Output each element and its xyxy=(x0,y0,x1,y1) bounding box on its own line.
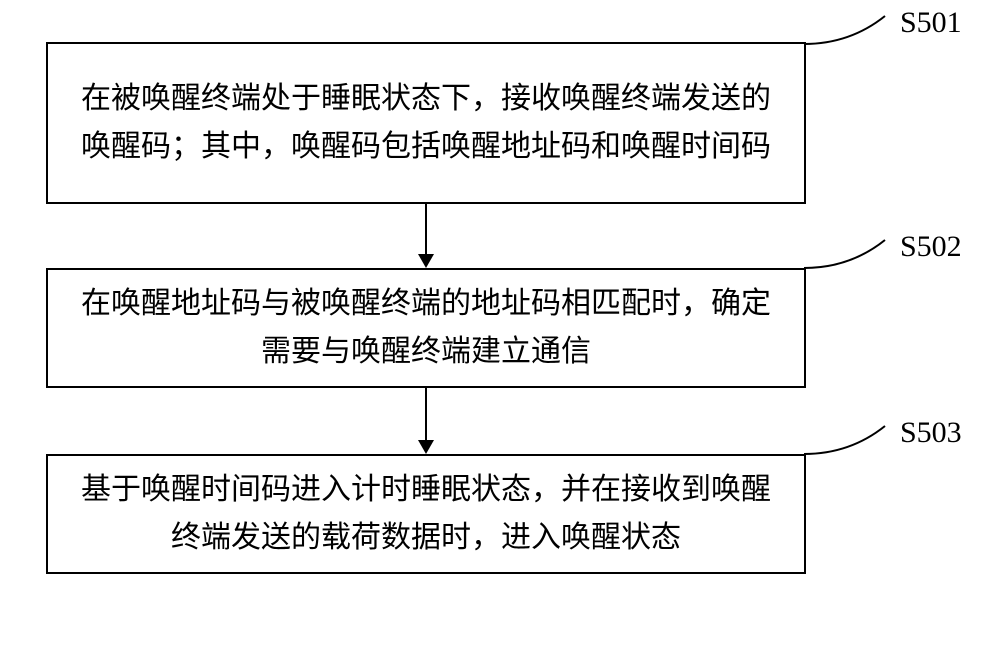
step-box-s502: 在唤醒地址码与被唤醒终端的地址码相匹配时，确定需要与唤醒终端建立通信 xyxy=(46,268,806,388)
arrow-1-head xyxy=(418,254,434,268)
arrow-2-head xyxy=(418,440,434,454)
flowchart-canvas: 在被唤醒终端处于睡眠状态下，接收唤醒终端发送的唤醒码；其中，唤醒码包括唤醒地址码… xyxy=(0,0,1000,649)
step-label-s501: S501 xyxy=(900,6,962,40)
callout-s501 xyxy=(790,10,910,50)
arrow-1-line xyxy=(425,204,427,254)
step-text-s503: 基于唤醒时间码进入计时睡眠状态，并在接收到唤醒终端发送的载荷数据时，进入唤醒状态 xyxy=(68,466,784,562)
callout-s503 xyxy=(790,420,910,460)
step-label-s502: S502 xyxy=(900,230,962,264)
step-text-s501: 在被唤醒终端处于睡眠状态下，接收唤醒终端发送的唤醒码；其中，唤醒码包括唤醒地址码… xyxy=(68,75,784,171)
step-box-s503: 基于唤醒时间码进入计时睡眠状态，并在接收到唤醒终端发送的载荷数据时，进入唤醒状态 xyxy=(46,454,806,574)
step-box-s501: 在被唤醒终端处于睡眠状态下，接收唤醒终端发送的唤醒码；其中，唤醒码包括唤醒地址码… xyxy=(46,42,806,204)
callout-s502 xyxy=(790,234,910,274)
arrow-2-line xyxy=(425,388,427,440)
step-text-s502: 在唤醒地址码与被唤醒终端的地址码相匹配时，确定需要与唤醒终端建立通信 xyxy=(68,280,784,376)
step-label-s503: S503 xyxy=(900,416,962,450)
